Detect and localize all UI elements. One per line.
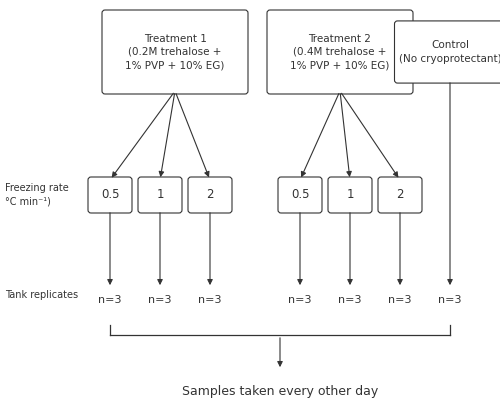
FancyBboxPatch shape: [138, 177, 182, 213]
Text: 1: 1: [346, 188, 354, 202]
Text: n=3: n=3: [288, 295, 312, 305]
Text: 0.5: 0.5: [291, 188, 309, 202]
Text: Samples taken every other day: Samples taken every other day: [182, 386, 378, 399]
Text: Freezing rate
°C min⁻¹): Freezing rate °C min⁻¹): [5, 184, 69, 206]
Text: Treatment 2
(0.4M trehalose +
1% PVP + 10% EG): Treatment 2 (0.4M trehalose + 1% PVP + 1…: [290, 34, 390, 70]
FancyBboxPatch shape: [394, 21, 500, 83]
Text: Tank replicates: Tank replicates: [5, 290, 78, 300]
Text: n=3: n=3: [438, 295, 462, 305]
Text: n=3: n=3: [98, 295, 122, 305]
Text: n=3: n=3: [148, 295, 172, 305]
Text: Control
(No cryoprotectant): Control (No cryoprotectant): [398, 40, 500, 64]
FancyBboxPatch shape: [188, 177, 232, 213]
Text: n=3: n=3: [388, 295, 412, 305]
FancyBboxPatch shape: [102, 10, 248, 94]
FancyBboxPatch shape: [267, 10, 413, 94]
Text: n=3: n=3: [338, 295, 362, 305]
FancyBboxPatch shape: [88, 177, 132, 213]
Text: 0.5: 0.5: [101, 188, 119, 202]
Text: 1: 1: [156, 188, 164, 202]
Text: 2: 2: [396, 188, 404, 202]
Text: Treatment 1
(0.2M trehalose +
1% PVP + 10% EG): Treatment 1 (0.2M trehalose + 1% PVP + 1…: [126, 34, 224, 70]
FancyBboxPatch shape: [278, 177, 322, 213]
FancyBboxPatch shape: [378, 177, 422, 213]
FancyBboxPatch shape: [328, 177, 372, 213]
Text: n=3: n=3: [198, 295, 222, 305]
Text: 2: 2: [206, 188, 214, 202]
